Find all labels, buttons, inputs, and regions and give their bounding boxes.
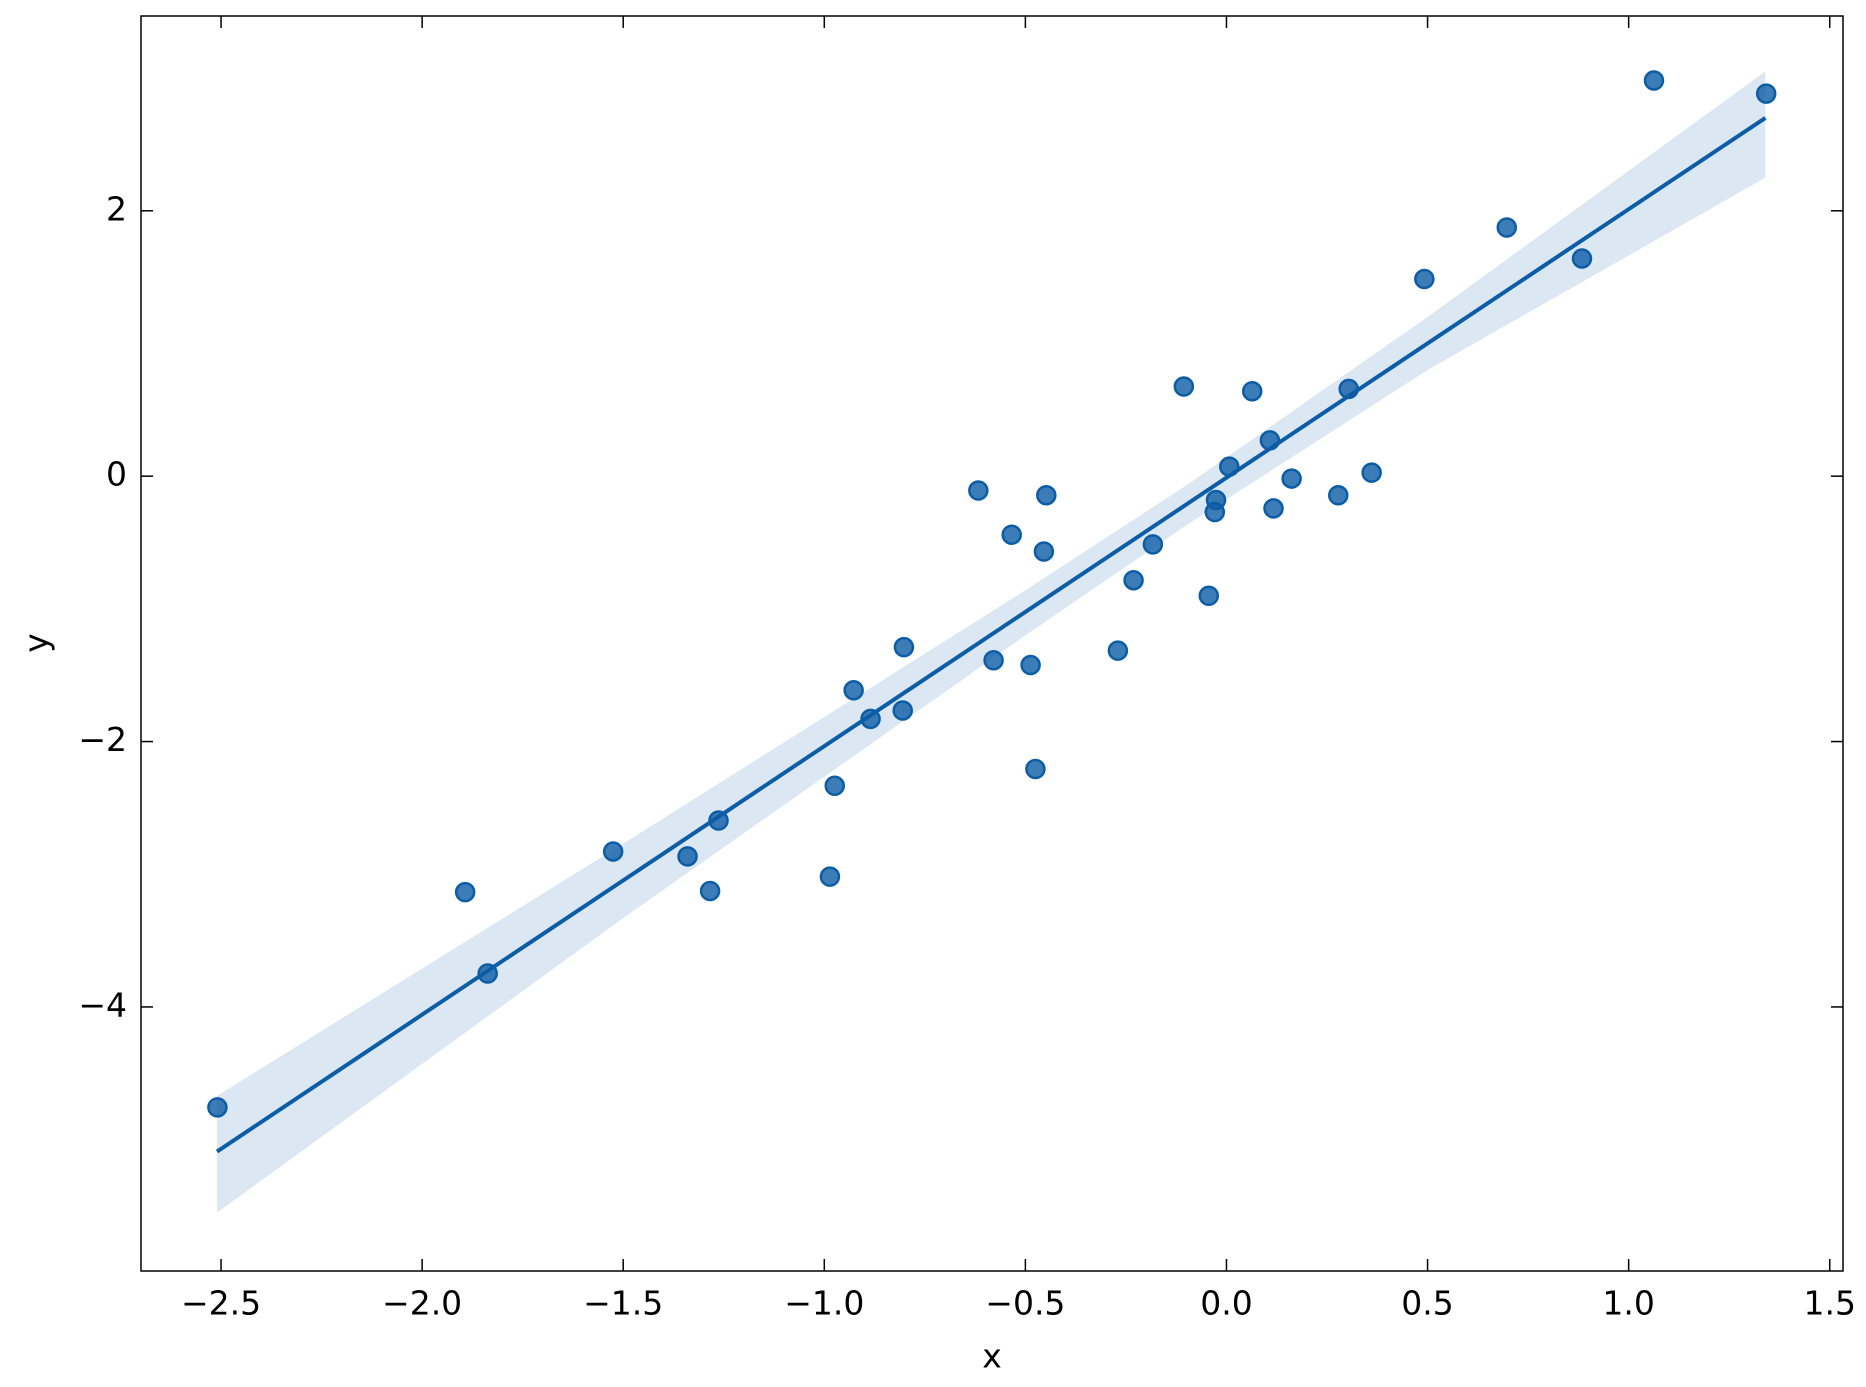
x-tick-label: −2.5 <box>181 1284 261 1323</box>
x-tick-label: 0.0 <box>1200 1284 1252 1323</box>
point <box>207 1097 228 1118</box>
point <box>602 841 624 862</box>
point <box>1338 378 1359 400</box>
point <box>1414 268 1435 290</box>
point <box>1361 462 1382 483</box>
point <box>1241 381 1263 402</box>
point <box>893 636 915 658</box>
point <box>1259 430 1281 451</box>
point <box>892 700 913 721</box>
point <box>1123 569 1144 591</box>
point <box>1496 217 1518 238</box>
point <box>699 880 721 902</box>
point <box>860 708 881 730</box>
confidence-band <box>217 71 1766 1213</box>
point <box>1020 654 1041 676</box>
point <box>968 480 989 501</box>
point <box>708 810 729 831</box>
point <box>1025 758 1046 780</box>
x-tick-label: −2.0 <box>382 1284 462 1323</box>
point <box>1571 248 1593 269</box>
point <box>1643 70 1665 91</box>
plot-frame <box>140 15 1844 1272</box>
x-tick-label: −0.5 <box>985 1284 1065 1323</box>
y-tick-label: 0 <box>106 455 127 494</box>
point <box>1755 83 1777 104</box>
point <box>1173 376 1195 397</box>
x-tick-label: 0.5 <box>1401 1284 1453 1323</box>
point <box>1328 485 1349 506</box>
x-tick-label: 1.5 <box>1803 1284 1855 1323</box>
y-tick-label: 2 <box>106 189 127 228</box>
point <box>983 649 1004 671</box>
point <box>477 963 498 984</box>
point <box>1205 489 1227 511</box>
y-axis-label: y <box>17 633 56 653</box>
x-tick-label: 1.0 <box>1602 1284 1654 1323</box>
point <box>1219 456 1240 477</box>
point <box>677 846 698 867</box>
point <box>843 679 864 701</box>
point <box>1001 524 1022 545</box>
point <box>454 881 476 903</box>
point <box>1107 640 1129 661</box>
point <box>819 866 841 887</box>
x-tick-label: −1.0 <box>784 1284 864 1323</box>
point <box>1263 498 1284 519</box>
y-tick-label: −2 <box>78 720 127 759</box>
point <box>1033 541 1055 562</box>
y-tick-label: −4 <box>78 985 127 1024</box>
point <box>1142 534 1164 555</box>
point <box>824 775 845 796</box>
point <box>1036 485 1057 506</box>
point <box>1198 585 1220 606</box>
regression-line <box>215 116 1767 1154</box>
x-tick-label: −1.5 <box>583 1284 663 1323</box>
x-axis-label: x <box>982 1337 1002 1376</box>
point <box>1281 468 1302 489</box>
